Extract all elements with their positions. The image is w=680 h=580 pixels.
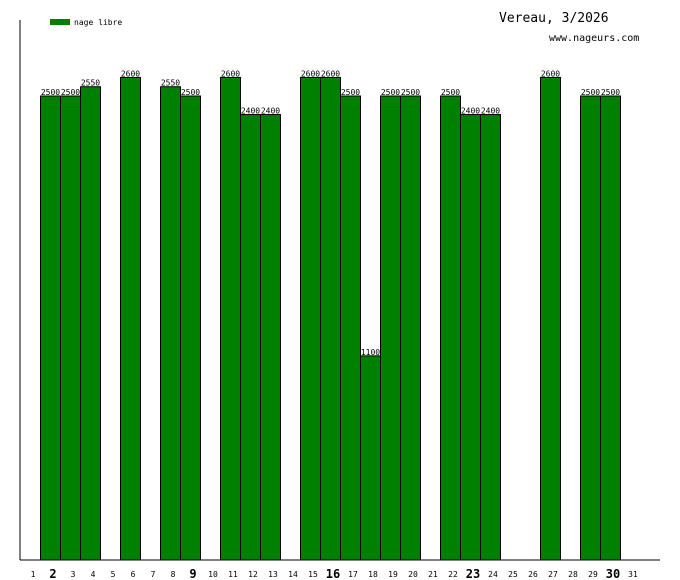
x-tick-label: 26 bbox=[528, 570, 538, 579]
bar bbox=[260, 114, 281, 561]
chart-title: Vereau, 3/2026 bbox=[499, 11, 609, 26]
x-tick-label: 3 bbox=[71, 570, 76, 579]
x-tick-label: 9 bbox=[189, 567, 196, 580]
x-tick-label: 4 bbox=[91, 570, 96, 579]
bar-value-label: 2600 bbox=[541, 69, 560, 78]
bar-value-label: 2500 bbox=[61, 88, 80, 97]
bar bbox=[580, 95, 601, 561]
bar bbox=[600, 95, 621, 561]
bar bbox=[400, 95, 421, 561]
x-tick-label: 24 bbox=[488, 570, 498, 579]
bar bbox=[540, 76, 561, 561]
bar-value-label: 2600 bbox=[321, 69, 340, 78]
x-tick-label: 13 bbox=[268, 570, 278, 579]
bar-value-label: 2500 bbox=[181, 88, 200, 97]
bar bbox=[120, 76, 141, 561]
bar bbox=[380, 95, 401, 561]
x-tick-label: 1 bbox=[31, 570, 36, 579]
bar-value-label: 2600 bbox=[221, 69, 240, 78]
bar bbox=[40, 95, 61, 561]
bar-value-label: 2600 bbox=[121, 69, 140, 78]
bars-group bbox=[40, 76, 621, 561]
site-label: www.nageurs.com bbox=[549, 33, 639, 44]
x-tick-label: 6 bbox=[131, 570, 136, 579]
bar bbox=[440, 95, 461, 561]
x-tick-label: 7 bbox=[151, 570, 156, 579]
x-tick-label: 18 bbox=[368, 570, 378, 579]
bar bbox=[480, 114, 501, 561]
bar-value-label: 1100 bbox=[361, 348, 380, 357]
x-tick-label: 27 bbox=[548, 570, 558, 579]
x-tick-label: 23 bbox=[466, 567, 480, 580]
bar-value-label: 2550 bbox=[161, 79, 180, 88]
x-tick-label: 22 bbox=[448, 570, 458, 579]
x-tick-label: 15 bbox=[308, 570, 318, 579]
x-tick-label: 25 bbox=[508, 570, 518, 579]
bar bbox=[80, 86, 101, 561]
bar-value-label: 2500 bbox=[441, 88, 460, 97]
x-tick-label: 14 bbox=[288, 570, 298, 579]
bar-value-label: 2500 bbox=[601, 88, 620, 97]
bar bbox=[460, 114, 481, 561]
bar-value-label: 2600 bbox=[301, 69, 320, 78]
x-tick-label: 28 bbox=[568, 570, 578, 579]
bar-value-label: 2400 bbox=[481, 107, 500, 116]
bar-value-label: 2500 bbox=[581, 88, 600, 97]
x-tick-labels-group: 1 2 3 4 5 6 7 8 9 10 11 12 13 14 15 16 17 18 19 20 21 22 23 24 2… bbox=[31, 567, 638, 580]
x-tick-label: 5 bbox=[111, 570, 116, 579]
bar bbox=[220, 76, 241, 561]
x-tick-label: 31 bbox=[628, 570, 638, 579]
bar bbox=[240, 114, 261, 561]
bar-value-label: 2550 bbox=[81, 79, 100, 88]
x-tick-label: 2 bbox=[49, 567, 56, 580]
bar bbox=[320, 76, 341, 561]
bar bbox=[60, 95, 81, 561]
bar-value-label: 2500 bbox=[381, 88, 400, 97]
bar-value-label: 2400 bbox=[261, 107, 280, 116]
x-tick-label: 19 bbox=[388, 570, 398, 579]
x-tick-label: 10 bbox=[208, 570, 218, 579]
legend: nage libre bbox=[50, 18, 122, 27]
bar bbox=[300, 76, 321, 561]
bar-value-label: 2400 bbox=[241, 107, 260, 116]
x-tick-label: 21 bbox=[428, 570, 438, 579]
bar bbox=[360, 355, 381, 561]
x-tick-label: 20 bbox=[408, 570, 418, 579]
bar bbox=[180, 95, 201, 561]
bar-value-label: 2500 bbox=[401, 88, 420, 97]
bar bbox=[340, 95, 361, 561]
x-tick-label: 8 bbox=[171, 570, 176, 579]
x-tick-label: 29 bbox=[588, 570, 598, 579]
x-tick-label: 11 bbox=[228, 570, 238, 579]
bar bbox=[160, 86, 181, 561]
bar-value-label: 2400 bbox=[461, 107, 480, 116]
legend-label: nage libre bbox=[74, 18, 122, 27]
bar-value-label: 2500 bbox=[341, 88, 360, 97]
x-tick-label: 12 bbox=[248, 570, 258, 579]
x-tick-label: 30 bbox=[606, 567, 620, 580]
legend-swatch bbox=[50, 19, 70, 25]
bar-value-label: 2500 bbox=[41, 88, 60, 97]
x-tick-label: 16 bbox=[326, 567, 340, 580]
x-tick-label: 17 bbox=[348, 570, 358, 579]
